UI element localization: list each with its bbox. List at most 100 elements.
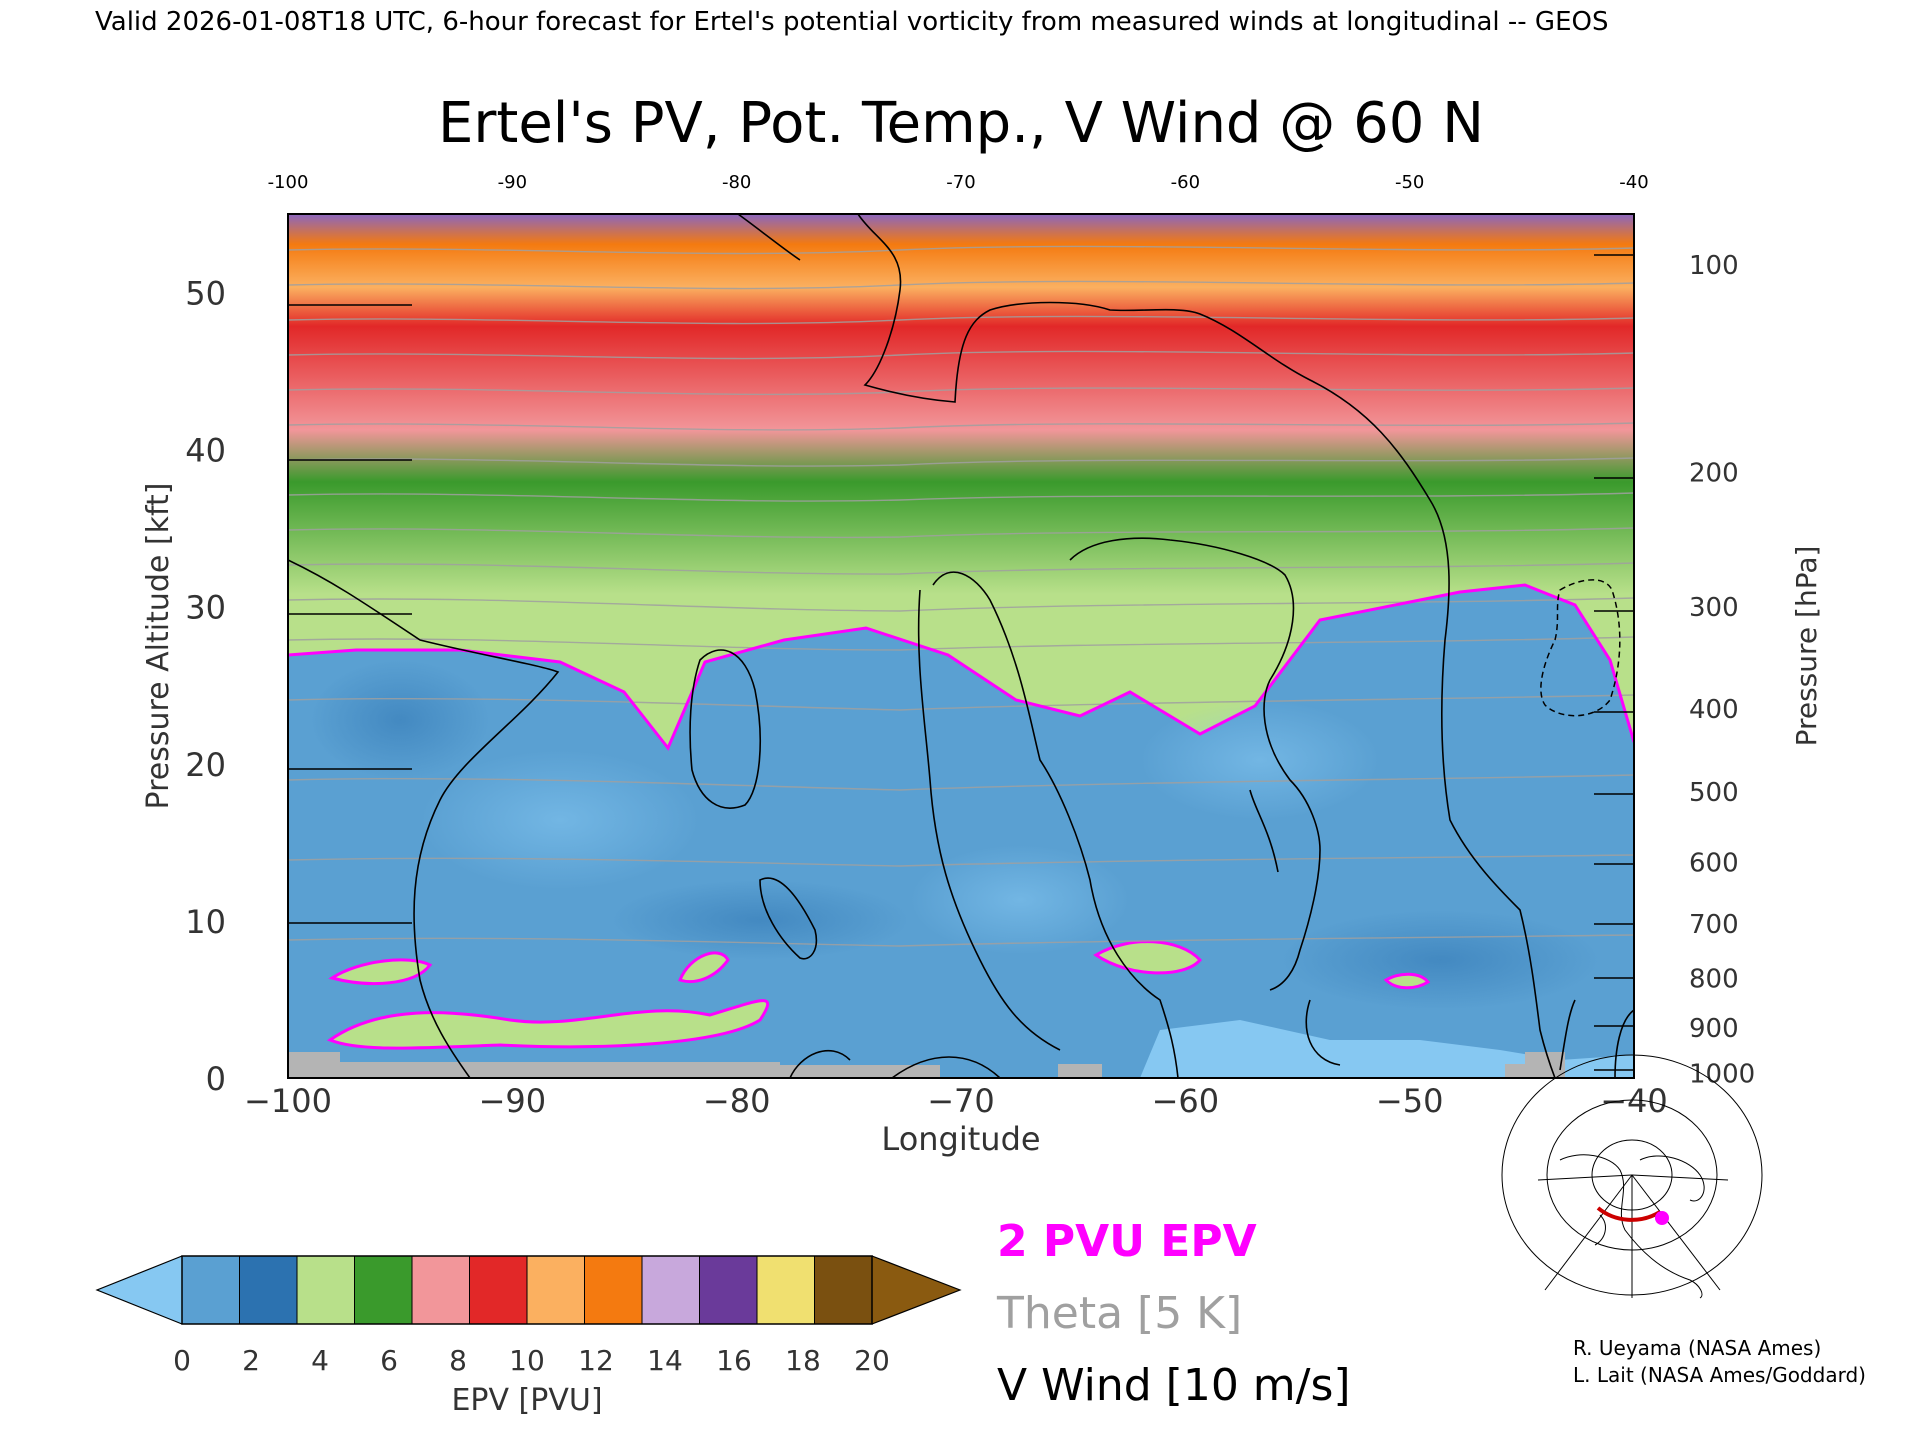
- vwind-contours: [288, 214, 1634, 1078]
- colorbar-outline: [95, 1255, 183, 1325]
- colorbar-tick-label: 2: [242, 1344, 260, 1377]
- x-tick-label: −60: [1152, 1082, 1220, 1120]
- colorbar-label: EPV [PVU]: [451, 1383, 602, 1418]
- y-left-tick-label: 20: [185, 746, 226, 784]
- colorbar-segment: [469, 1255, 528, 1325]
- colorbar-tick-label: 18: [785, 1344, 821, 1377]
- colorbar-segment: [239, 1255, 298, 1325]
- y-right-tick-labels: 100 200 300 400 500 600 700 800 900 1000: [1689, 251, 1755, 1089]
- plot-frame: [287, 213, 1635, 1079]
- low-level-pv-blob: [1383, 972, 1431, 990]
- y-left-axis-label: Pressure Altitude [kft]: [141, 483, 176, 810]
- x-axis-tick-labels: −100 −90 −80 −70 −60 −50 −40: [244, 1082, 1668, 1120]
- x-top-tick-label: -90: [498, 172, 527, 193]
- low-level-pv-blob: [678, 951, 730, 984]
- terrain-mask: [1525, 1052, 1565, 1066]
- colorbar-segment: [641, 1255, 701, 1325]
- colorbar-tick-label: 12: [578, 1344, 614, 1377]
- meridian: [1537, 1174, 1633, 1181]
- colorbar-segments: [181, 1255, 873, 1325]
- y-right-axis-label: Pressure [hPa]: [1790, 546, 1823, 747]
- header-text: Valid 2026-01-08T18 UTC, 6-hour forecast…: [95, 7, 1608, 37]
- pressure-ticks: [1594, 254, 1634, 1071]
- x-axis-label: Longitude: [881, 1120, 1040, 1158]
- y-right-tick-label: 800: [1689, 965, 1739, 995]
- meridian: [1631, 1174, 1721, 1291]
- terrain-mask: [1058, 1064, 1102, 1078]
- legend-epv: 2 PVU EPV: [997, 1216, 1257, 1267]
- terrain-mask: [288, 1052, 340, 1078]
- x-tick-label: −80: [703, 1082, 771, 1120]
- x-top-tick-label: -60: [1171, 172, 1200, 193]
- x-top-tick-label: -100: [268, 172, 309, 193]
- colorbar-tick-label: 20: [854, 1344, 890, 1377]
- colorbar-segment: [354, 1255, 413, 1325]
- meridian: [1544, 1174, 1633, 1291]
- x-top-tick-label: -40: [1619, 172, 1648, 193]
- inset-map: [1501, 1054, 1763, 1299]
- y-left-tick-labels: 0 10 20 30 40 50: [185, 275, 226, 1098]
- x-top-tick-label: -80: [722, 172, 751, 193]
- y-right-tick-label: 1000: [1689, 1059, 1755, 1089]
- y-right-tick-label: 200: [1689, 458, 1739, 488]
- colorbar-segment: [526, 1255, 586, 1325]
- y-left-tick-label: 50: [185, 275, 226, 313]
- colorbar-frame: [181, 1255, 873, 1325]
- meridian: [1631, 1174, 1729, 1181]
- x-tick-label: −90: [479, 1082, 547, 1120]
- cross-section-line: [1596, 1206, 1662, 1222]
- terrain-mask: [340, 1062, 780, 1078]
- dark-blue-patch: [310, 660, 490, 780]
- colorbar-segment: [411, 1255, 471, 1325]
- y-right-tick-label: 100: [1689, 251, 1739, 281]
- legend-vwind: V Wind [10 m/s]: [997, 1360, 1351, 1411]
- coastline: [1639, 1155, 1705, 1202]
- y-right-tick-label: 300: [1689, 593, 1739, 623]
- x-top-tick-labels: -100 -90 -80 -70 -60 -50 -40: [268, 172, 1649, 193]
- dark-blue-patch: [1280, 910, 1600, 1010]
- colorbar-segment: [181, 1255, 241, 1325]
- chart-title: Ertel's PV, Pot. Temp., V Wind @ 60 N: [438, 91, 1484, 156]
- y-right-tick-label: 700: [1689, 910, 1739, 940]
- theta-contours: [288, 245, 1634, 947]
- y-right-tick-label: 600: [1689, 848, 1739, 878]
- x-tick-label: −100: [244, 1082, 332, 1120]
- y-left-tick-label: 40: [185, 432, 226, 470]
- y-left-tick-label: 10: [185, 903, 226, 941]
- y-left-tick-label: 0: [206, 1060, 226, 1098]
- coastline: [1594, 1214, 1606, 1246]
- terrain-mask: [780, 1065, 940, 1078]
- colorbar-tick-label: 6: [380, 1344, 398, 1377]
- colorbar-tick-label: 0: [173, 1344, 191, 1377]
- low-level-pv-blob: [328, 958, 433, 986]
- light-blue-patch: [420, 750, 700, 890]
- colorbar-over-triangle: [872, 1256, 960, 1324]
- coastline: [1559, 1154, 1703, 1299]
- credit-line-2: L. Lait (NASA Ames/Goddard): [1573, 1363, 1866, 1387]
- surface-light-blue: [1140, 1020, 1634, 1078]
- x-tick-label: −50: [1376, 1082, 1444, 1120]
- x-top-tick-label: -70: [946, 172, 975, 193]
- colorbar-segment: [584, 1255, 643, 1325]
- plot-area: [288, 214, 1634, 1078]
- two-pvu-contour: [288, 583, 1634, 751]
- colorbar-segment: [296, 1255, 356, 1325]
- x-tick-label: −40: [1600, 1082, 1668, 1120]
- y-left-tick-label: 30: [185, 589, 226, 627]
- colorbar-segment: [756, 1255, 816, 1325]
- colorbar-tick-label: 8: [449, 1344, 467, 1377]
- colorbar-tick-label: 4: [311, 1344, 329, 1377]
- legend-theta: Theta [5 K]: [996, 1288, 1242, 1339]
- negative-vwind-contour: [1540, 579, 1621, 717]
- colorbar-tick-labels: 0 2 4 6 8 10 12 14 16 18 20: [173, 1344, 890, 1377]
- y-right-tick-label: 900: [1689, 1014, 1739, 1044]
- x-top-tick-label: -50: [1395, 172, 1424, 193]
- colorbar: 0 2 4 6 8 10 12 14 16 18 20 EPV [PVU]: [95, 1255, 962, 1418]
- colorbar-segment: [699, 1255, 758, 1325]
- altitude-ticks: [288, 304, 412, 1079]
- dark-blue-patch: [610, 880, 910, 960]
- y-right-tick-label: 500: [1689, 778, 1739, 808]
- low-level-pv-blob: [1093, 940, 1202, 975]
- credit-line-1: R. Ueyama (NASA Ames): [1573, 1336, 1821, 1360]
